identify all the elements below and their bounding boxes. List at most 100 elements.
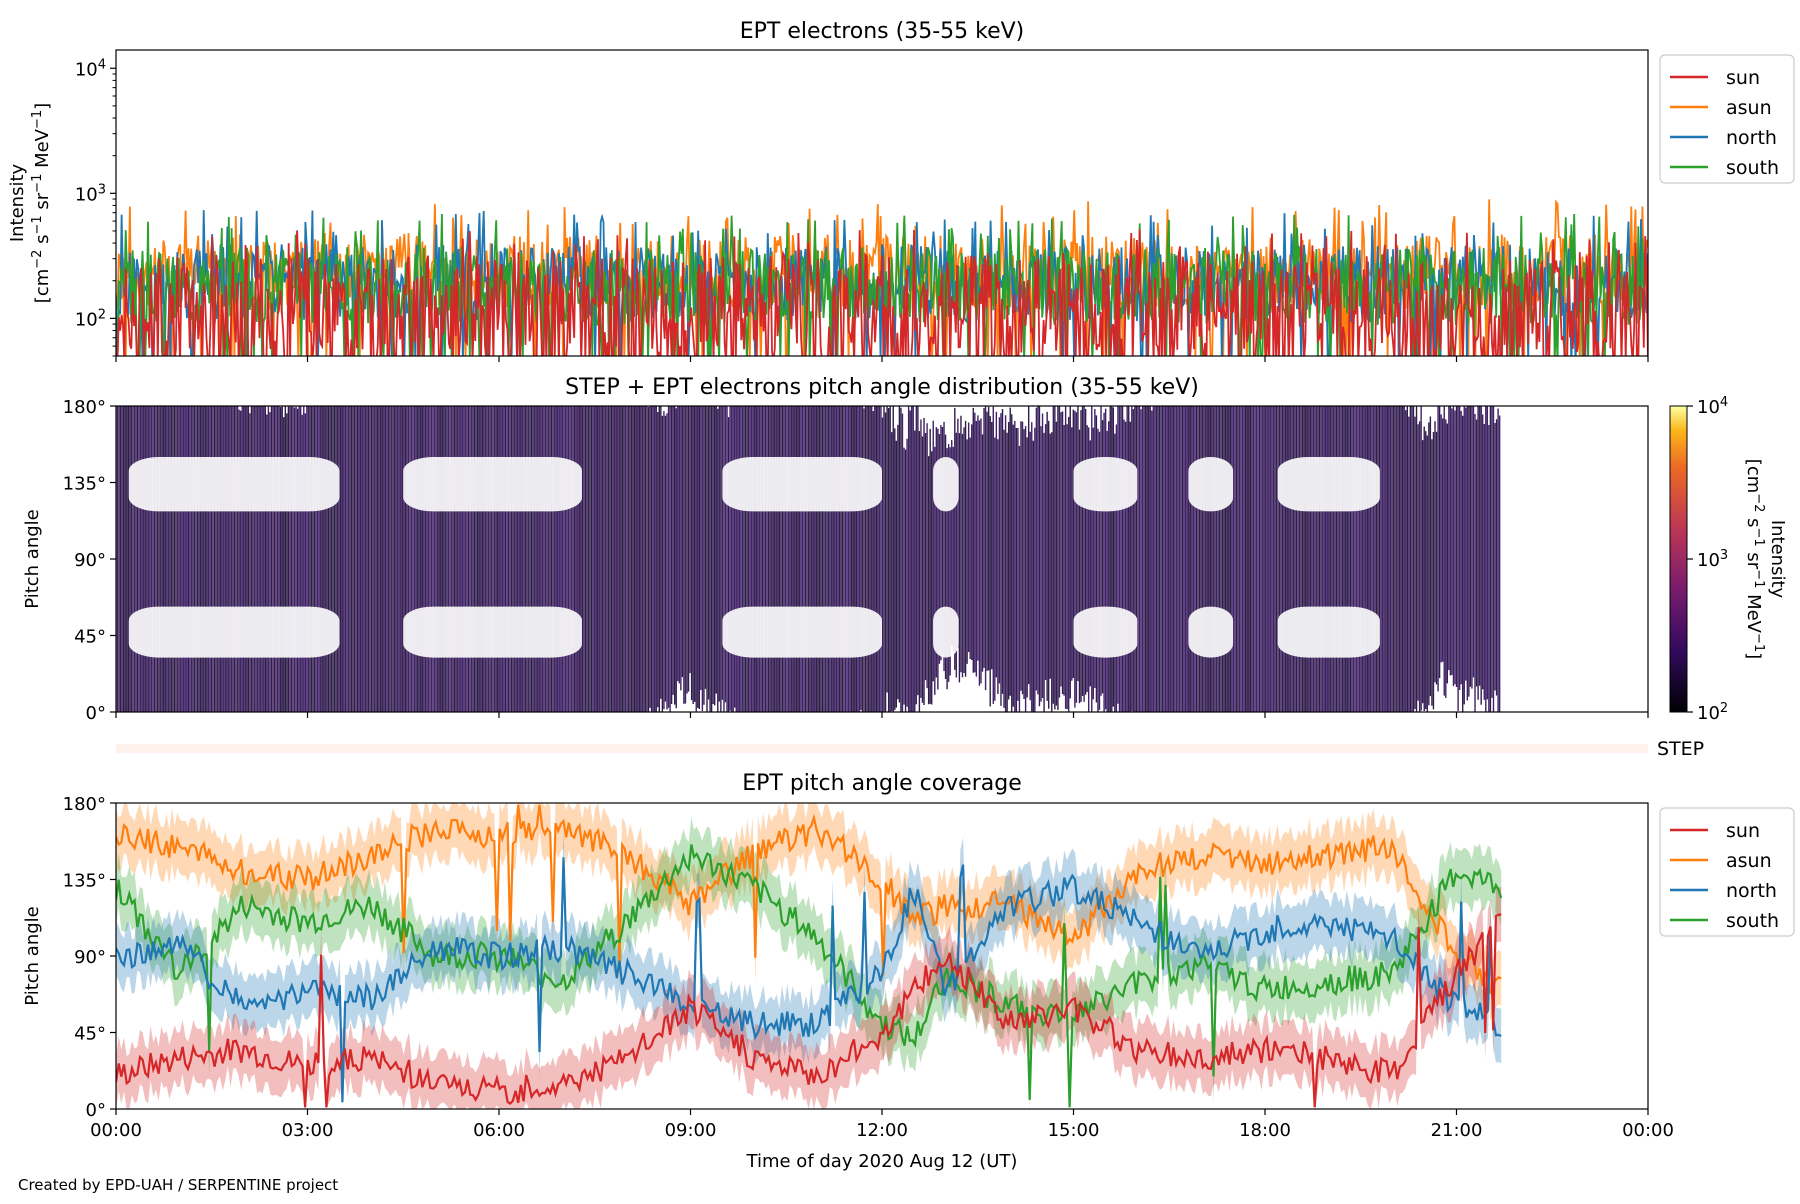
tick-base: 10 [1697,703,1720,724]
tick-base: 10 [75,59,98,80]
y-tick-label: 0° [86,1100,106,1121]
x-tick-label: 00:00 [1622,1120,1674,1141]
x-tick-label: 18:00 [1239,1120,1291,1141]
panel1-x-ticks [115,356,1649,362]
panel3-y-ticks: 0° 45° 90° 135° 180° [63,794,116,1121]
y-tick-label: 90° [74,947,106,968]
pad-gap [403,606,582,658]
tick-base: 10 [75,309,98,330]
cb-unit-part-7: −1 [1752,633,1767,652]
unit-part-4: sr [32,192,53,215]
y-tick-label: 180° [63,397,106,418]
y-tick-label: 180° [63,794,106,815]
tick-exponent: 3 [1720,548,1728,563]
panel1-plot [116,199,1648,356]
colorbar-tick-label: 103 [1697,548,1728,572]
series-asun-band [116,803,1502,1021]
panel3-ylabel: Pitch angle [22,906,43,1005]
x-tick-label: 00:00 [90,1120,142,1141]
pad-gap [933,606,959,658]
unit-part-8: ] [32,103,53,110]
tick-exponent: 4 [98,57,106,72]
pad-gap [1277,457,1380,512]
legend-box [1659,807,1795,937]
y-tick-label: 135° [63,474,106,495]
unit-part-2: s [32,234,53,249]
x-tick-label: 03:00 [282,1120,334,1141]
y-tick-label: 102 [75,307,106,331]
x-tick-label: 21:00 [1431,1120,1483,1141]
panel2-ylabel: Pitch angle [22,509,43,608]
colorbar [1669,405,1688,713]
panel3-title: EPT pitch angle coverage [742,771,1022,796]
tick-base: 10 [75,184,98,205]
y-tick-label: 135° [63,871,106,892]
panel2-title: STEP + EPT electrons pitch angle distrib… [565,375,1199,400]
unit-part-0: [cm [32,269,53,303]
tick-exponent: 2 [1720,701,1728,716]
cb-unit-part-5: −1 [1752,569,1767,588]
unit-part-1: −2 [30,250,45,269]
panel1-title: EPT electrons (35-55 keV) [740,19,1025,44]
series-sun-band [116,887,1502,1109]
unit-part-3: −1 [30,215,45,234]
legend-label-asun: asun [1726,850,1772,872]
legend-label-sun: sun [1726,67,1760,89]
pad-gap [128,457,340,512]
x-tick-label: 09:00 [665,1120,717,1141]
pad-gap [722,606,882,658]
y-tick-label: 45° [74,1024,106,1045]
panel3-legend: sun asun north south [1659,807,1795,937]
panel1-ylabel-line2: [cm−2 s−1 sr−1 MeV−1] [30,103,54,303]
legend-box [1659,54,1795,184]
pad-gap [722,457,882,512]
step-label: STEP [1657,738,1704,760]
cb-unit-part-6: MeV [1743,588,1764,633]
legend-label-north: north [1726,127,1777,149]
tick-exponent: 2 [98,307,106,322]
legend-label-sun: sun [1726,820,1760,842]
colorbar-tick-label: 104 [1697,395,1728,419]
legend-label-north: north [1726,880,1777,902]
pad-gap [1277,606,1380,658]
x-tick-label: 15:00 [1048,1120,1100,1141]
pad-gap [403,457,582,512]
cb-unit-part-0: [cm [1743,459,1764,493]
series-north-line [116,857,1502,1103]
pad-gap [933,457,959,512]
panel2-x-ticks [115,712,1649,718]
panel3-x-ticks: 00:00 03:00 06:00 09:00 12:00 15:00 18:00 21:00… [90,1109,1674,1141]
cb-unit-part-4: sr [1743,547,1764,570]
series-south-band [116,817,1502,1109]
legend-label-south: south [1726,157,1779,179]
colorbar-label-line2: [cm−2 s−1 sr−1 MeV−1] [1743,459,1767,659]
x-tick-label: 06:00 [473,1120,525,1141]
x-tick-label: 12:00 [856,1120,908,1141]
y-tick-label: 0° [86,703,106,724]
cb-unit-part-3: −1 [1752,528,1767,547]
pad-gap [1073,606,1138,658]
unit-part-6: MeV [32,128,53,173]
pad-gap [1188,606,1234,658]
series-sun-line [116,229,1648,356]
pad-gap [1188,457,1234,512]
tick-exponent: 3 [98,182,106,197]
colorbar-tick-label: 102 [1697,701,1728,725]
pad-gap [128,606,340,658]
legend-label-asun: asun [1726,97,1772,119]
step-bar [116,744,1648,753]
unit-part-5: −1 [30,174,45,193]
legend-label-south: south [1726,910,1779,932]
unit-part-7: −1 [30,110,45,129]
cb-unit-part-8: ] [1743,652,1764,659]
series-south-line [116,844,1503,1108]
tick-base: 10 [1697,397,1720,418]
series-north-band [116,830,1502,1109]
pad-gap [1073,457,1138,512]
cb-unit-part-2: s [1743,512,1764,527]
series-sun-line [116,913,1502,1108]
panel1-legend: sun asun north south [1659,54,1795,184]
y-tick-label: 45° [74,627,106,648]
